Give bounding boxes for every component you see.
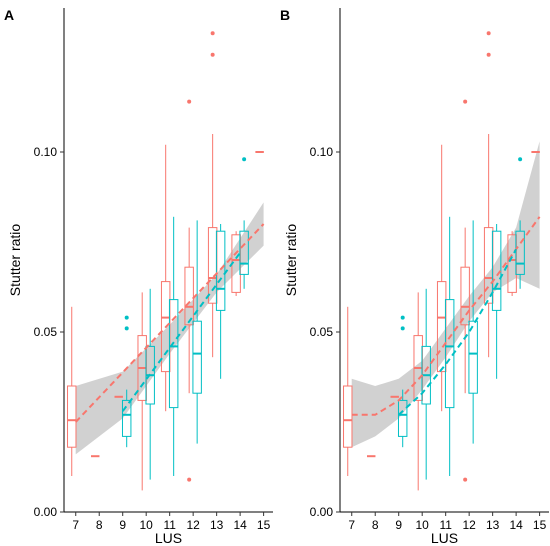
x-tick-label: 13 [210,518,224,532]
outlier-point [187,99,192,104]
outlier-point [187,477,192,482]
outlier-point [400,326,405,331]
x-tick-label: 15 [257,518,271,532]
y-tick-label: 0.05 [34,325,58,339]
y-axis-title: Stutter ratio [7,224,23,297]
y-axis-title: Stutter ratio [283,224,299,297]
outlier-point [124,326,129,331]
box-body [515,230,525,275]
x-tick-label: 13 [486,518,500,532]
outlier-point [463,477,468,482]
x-tick-label: 10 [140,518,154,532]
x-tick-label: 12 [462,518,476,532]
box-red-13 [207,31,218,358]
x-tick-label: 11 [439,518,452,532]
box-teal-13 [491,224,502,379]
x-axis-title: LUS [431,530,458,546]
box-body [184,266,194,326]
box-body [491,230,502,311]
box-teal-10 [145,288,155,480]
x-tick-label: 8 [96,518,103,532]
box-teal-11 [168,216,179,476]
box-red-11 [160,144,171,412]
outlier-point [210,31,215,36]
fit-line-teal [121,252,241,412]
box-body [121,399,132,437]
y-tick-label: 0.05 [310,325,334,339]
x-tick-label: 12 [186,518,200,532]
outlier-point [486,31,491,36]
outlier-point [518,157,523,162]
x-tick-label: 14 [509,518,523,532]
y-tick-label: 0.00 [34,505,58,519]
outlier-point [400,315,405,320]
box-body [397,399,408,437]
outlier-point [124,315,129,320]
box-red-7 [67,306,77,476]
box-teal-9 [121,315,132,448]
outlier-point [486,52,491,57]
box-body [192,320,202,394]
box-red-7 [343,306,353,476]
box-teal-12 [192,220,202,444]
y-tick-label: 0.10 [310,145,334,159]
x-tick-label: 15 [533,518,547,532]
box-red-12 [184,99,194,482]
panel-b: 7 8 9 10 11 12 13 14 15 0.00 0.05 0.10 LUS Stutter ra… [280,7,549,546]
box-teal-13 [215,224,226,379]
x-axis-title: LUS [155,530,182,546]
x-tick-label: 7 [72,518,79,532]
box-body [468,320,478,394]
y-tick-label: 0.10 [34,145,58,159]
fit-line-teal [398,248,517,416]
outlier-point [210,52,215,57]
box-body [215,230,226,311]
x-tick-label: 10 [416,518,430,532]
box-body [343,385,353,448]
box-teal-14 [515,157,525,289]
x-tick-label: 7 [348,518,355,532]
outlier-point [463,99,468,104]
confidence-band [351,141,540,448]
fit-line-red [351,216,541,416]
box-body [239,230,249,275]
box-body [67,385,77,448]
panel-label: B [280,7,290,23]
x-tick-label: 9 [395,518,402,532]
outlier-point [242,157,247,162]
x-tick-label: 8 [372,518,379,532]
box-body [460,266,470,326]
y-tick-label: 0.00 [310,505,334,519]
panel-label: A [4,7,14,23]
box-red-11 [436,144,447,412]
box-red-10 [137,292,147,491]
x-tick-label: 14 [233,518,247,532]
box-teal-14 [239,157,249,289]
box-teal-12 [468,220,478,444]
x-tick-label: 11 [163,518,176,532]
box-red-12 [460,99,470,482]
x-tick-label: 9 [119,518,126,532]
box-body [168,299,179,409]
fit-line-red [74,223,265,423]
box-teal-11 [444,216,455,476]
panel-a: 7 8 9 10 11 12 13 14 15 0.00 0.05 0.10 LUS Stutter ra… [4,7,273,546]
box-red-13 [483,31,494,358]
